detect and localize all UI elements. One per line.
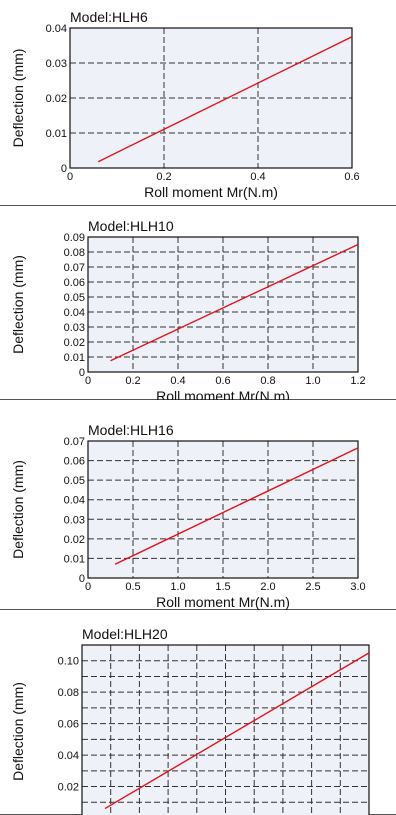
y-tick-label: 0.02 <box>64 337 85 349</box>
chart-svg: 00.511.522.533.544.5500.020.040.060.080.… <box>10 626 370 815</box>
x-axis-label: Roll moment Mr(N.m) <box>156 594 290 610</box>
data-line-series-1 <box>110 243 359 362</box>
y-tick-label: 0.10 <box>58 656 79 668</box>
y-tick-label: 0.06 <box>64 456 85 468</box>
data-line-series-1 <box>114 447 359 565</box>
y-tick-label: 0.03 <box>64 322 85 334</box>
y-tick-label: 0.08 <box>64 247 85 259</box>
chart-panel-1: 0 0.2 0.4 0.6 0 0.01 0.02 0.03 0.04 Model:HLH6 Rol… <box>0 0 396 206</box>
y-axis-label: Deflection (mm) <box>10 460 26 559</box>
chart-panel-4: 00.511.522.533.544.5500.020.040.060.080.… <box>0 610 396 815</box>
x-tick-label: 2.0 <box>260 581 275 593</box>
chart-title: Model:HLH6 <box>70 9 148 25</box>
y-tick-label: 0.06 <box>64 277 85 289</box>
y-tick-label: 0.02 <box>46 93 67 105</box>
y-tick-label: 0.06 <box>58 719 79 731</box>
x-tick-label: 0.2 <box>125 375 140 387</box>
y-tick-label: 0.09 <box>64 232 85 244</box>
plot-frame <box>87 440 359 579</box>
y-tick-label: 0.07 <box>64 436 85 448</box>
y-tick-label: 0.04 <box>46 23 67 35</box>
data-line-series-1 <box>97 36 353 163</box>
x-tick-label: 0.6 <box>215 375 230 387</box>
x-tick-label: 0 <box>85 581 91 593</box>
x-tick-label: 0 <box>67 171 73 183</box>
y-tick-label: 0.01 <box>64 352 85 364</box>
x-tick-label: 0.4 <box>170 375 185 387</box>
x-tick-label: 1.0 <box>170 581 185 593</box>
data-line-series-1 <box>104 652 370 810</box>
y-tick-label: 0.04 <box>64 495 85 507</box>
y-axis-label: Deflection (mm) <box>10 682 26 781</box>
chart-title: Model:HLH20 <box>82 626 168 642</box>
x-tick-label: 0.6 <box>344 171 359 183</box>
x-tick-label: 0 <box>85 375 91 387</box>
y-tick-label: 0.01 <box>46 128 67 140</box>
y-tick-label: 0 <box>73 813 79 815</box>
chart-svg: 0 0.5 1.0 1.5 2.0 2.5 3.0 0 0.01 0.02 0.03 0.04 0.05… <box>10 422 366 610</box>
x-tick-label: 0.5 <box>125 581 140 593</box>
y-tick-label: 0 <box>79 573 85 585</box>
y-tick-label: 0 <box>79 367 85 379</box>
plot-frame <box>81 644 370 815</box>
chart-panel-3: 0 0.5 1.0 1.5 2.0 2.5 3.0 0 0.01 0.02 0.03 0.04 0.05… <box>0 400 396 610</box>
x-tick-label: 1.0 <box>305 375 320 387</box>
y-tick-label: 0.05 <box>64 292 85 304</box>
x-axis-label: Roll moment Mr(N.m) <box>144 184 278 200</box>
x-tick-label: 1.2 <box>350 375 365 387</box>
y-tick-label: 0.05 <box>64 475 85 487</box>
x-tick-label: 1.5 <box>215 581 230 593</box>
y-tick-label: 0.02 <box>58 782 79 794</box>
x-tick-label: 3.0 <box>350 581 365 593</box>
x-tick-label: 0.2 <box>156 171 171 183</box>
y-tick-label: 0.02 <box>64 534 85 546</box>
y-tick-label: 0.04 <box>58 750 79 762</box>
y-tick-label: 0.04 <box>64 307 85 319</box>
y-axis-label: Deflection (mm) <box>10 49 26 148</box>
y-tick-label: 0.07 <box>64 262 85 274</box>
chart-svg: 0 0.2 0.4 0.6 0.8 1.0 1.200.010.020.030.040.05… <box>10 218 366 400</box>
y-tick-label: 0.03 <box>64 514 85 526</box>
x-tick-label: 0.4 <box>250 171 265 183</box>
y-tick-label: 0.08 <box>58 687 79 699</box>
y-axis-label: Deflection (mm) <box>10 255 26 354</box>
chart-title: Model:HLH10 <box>88 218 174 234</box>
x-tick-label: 2.5 <box>305 581 320 593</box>
chart-panel-2: 0 0.2 0.4 0.6 0.8 1.0 1.2 0 0.01 0.02 0.03 0.04 0.05… <box>0 206 396 400</box>
y-tick-label: 0 <box>61 163 67 175</box>
x-tick-label: 0.8 <box>260 375 275 387</box>
y-tick-label: 0.03 <box>46 58 67 70</box>
plot-frame <box>69 27 353 169</box>
x-axis-label: Roll moment Mr(N.m) <box>156 388 290 400</box>
chart-title: Model:HLH16 <box>88 422 174 438</box>
y-tick-label: 0.01 <box>64 553 85 565</box>
plot-frame <box>87 236 359 373</box>
